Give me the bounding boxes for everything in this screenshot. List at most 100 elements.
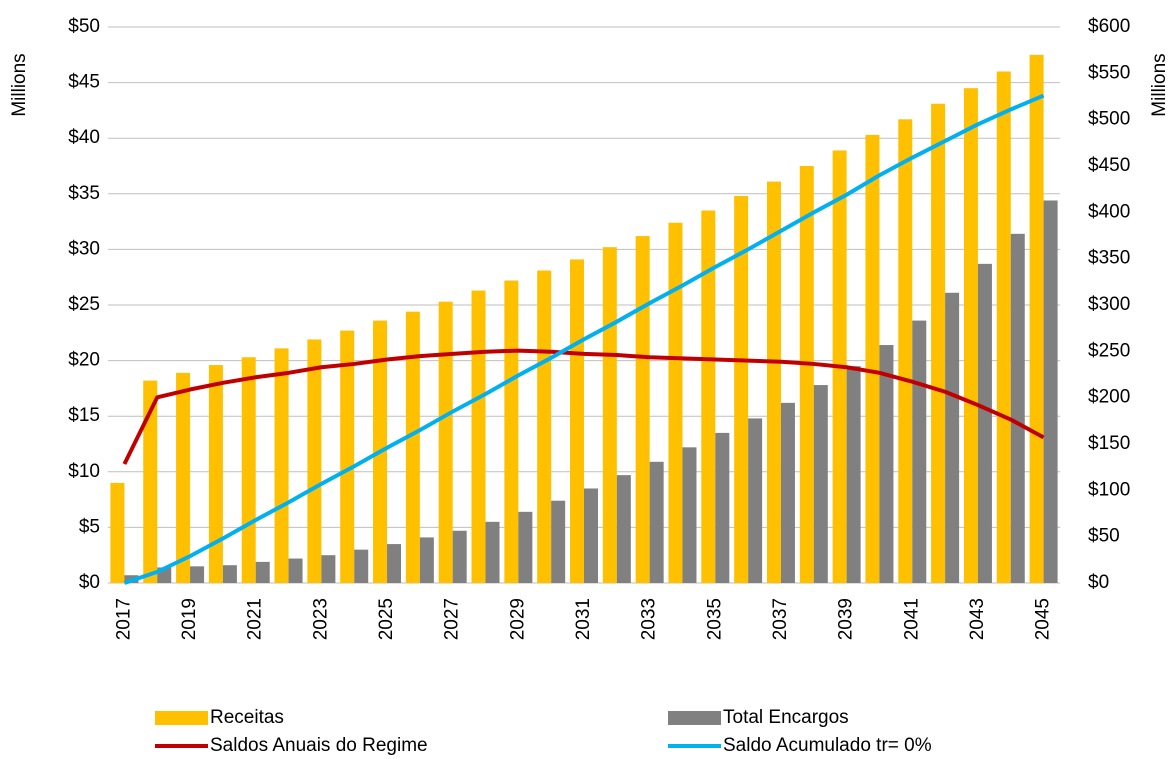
bar (143, 380, 158, 583)
y-tick-label: $20 (68, 350, 100, 371)
bar (931, 103, 946, 583)
y2-tick-label: $350 (1088, 248, 1130, 269)
line (122, 348, 1045, 465)
legend-label: Receitas (210, 707, 284, 728)
bar (208, 365, 223, 583)
bar (537, 270, 552, 583)
legend-swatch (668, 711, 721, 725)
bar (799, 166, 814, 583)
bar (354, 549, 369, 583)
y-tick-label: $25 (68, 294, 100, 315)
bar (668, 222, 683, 583)
bar (616, 475, 631, 583)
y2-tick-label: $100 (1088, 479, 1130, 500)
bar (963, 88, 978, 583)
x-tick-label: 2023 (310, 598, 331, 640)
bar (551, 500, 566, 583)
bar (879, 345, 894, 583)
bar (1029, 54, 1044, 584)
bar (912, 320, 927, 583)
bar (945, 292, 960, 583)
bar (405, 311, 420, 583)
bar (387, 544, 402, 583)
bar (340, 330, 355, 583)
bar (110, 482, 125, 583)
bar (190, 566, 205, 583)
y-tick-label: $35 (68, 183, 100, 204)
bar (485, 521, 500, 583)
bar (307, 339, 322, 583)
bar (438, 301, 453, 583)
bar (518, 511, 533, 583)
bar (1010, 233, 1025, 583)
legend-label: Total Encargos (723, 707, 849, 728)
x-tick-label: 2039 (836, 598, 857, 640)
bar (813, 385, 828, 583)
y-tick-label: $40 (68, 127, 100, 148)
bar (419, 537, 434, 583)
y-tick-label: $15 (68, 405, 100, 426)
x-tick-label: 2021 (245, 598, 266, 640)
bar (584, 488, 598, 583)
bar (452, 530, 467, 583)
bar (715, 432, 730, 583)
y-tick-label: $30 (68, 238, 100, 259)
y-axis-title: Millions (9, 53, 30, 116)
bar (241, 357, 256, 583)
legend-label: Saldos Anuais do Regime (210, 735, 428, 756)
y2-tick-label: $500 (1088, 109, 1130, 130)
bar (701, 210, 716, 584)
y2-tick-label: $0 (1088, 572, 1109, 593)
legend-swatch (155, 711, 208, 725)
x-tick-label: 2037 (770, 598, 791, 640)
legend-label: Saldo Acumulado tr= 0% (723, 735, 932, 756)
x-tick-label: 2033 (639, 598, 660, 640)
bar (846, 366, 861, 583)
x-tick-label: 2045 (1033, 598, 1054, 640)
y2-tick-label: $550 (1088, 62, 1130, 83)
x-tick-label: 2029 (507, 598, 528, 640)
bar (570, 259, 584, 583)
bar (898, 119, 913, 584)
y-tick-label: $50 (68, 16, 100, 37)
x-tick-label: 2017 (113, 598, 134, 640)
y2-tick-label: $200 (1088, 387, 1130, 408)
x-tick-label: 2041 (901, 598, 922, 640)
line (123, 93, 1045, 585)
y-tick-label: $10 (68, 461, 100, 482)
bar (1043, 200, 1058, 584)
x-tick-label: 2027 (442, 598, 463, 640)
bar (176, 372, 191, 583)
bar (321, 555, 336, 583)
bar (865, 134, 880, 583)
y2-tick-label: $250 (1088, 340, 1130, 361)
bar (977, 263, 992, 583)
bar (748, 418, 763, 583)
bar (635, 236, 650, 583)
bar (274, 348, 289, 583)
y2-axis-title: Millions (1149, 53, 1170, 116)
y2-tick-label: $300 (1088, 294, 1130, 315)
bar (288, 558, 303, 583)
bar (504, 280, 519, 583)
bar (780, 402, 795, 583)
bar (222, 565, 237, 583)
bar (682, 447, 697, 583)
bar (766, 181, 781, 583)
y2-tick-label: $400 (1088, 201, 1130, 222)
y2-tick-label: $600 (1088, 16, 1130, 37)
y-tick-label: $0 (79, 572, 100, 593)
x-tick-label: 2025 (376, 598, 397, 640)
y-tick-label: $45 (68, 72, 100, 93)
y2-tick-label: $150 (1088, 433, 1130, 454)
bar (649, 461, 664, 583)
y2-tick-label: $50 (1088, 526, 1120, 547)
bar (602, 247, 617, 583)
y-tick-label: $5 (79, 516, 100, 537)
x-tick-label: 2043 (967, 598, 988, 640)
y2-tick-label: $450 (1088, 155, 1130, 176)
x-tick-label: 2035 (704, 598, 725, 640)
bar (255, 561, 270, 583)
